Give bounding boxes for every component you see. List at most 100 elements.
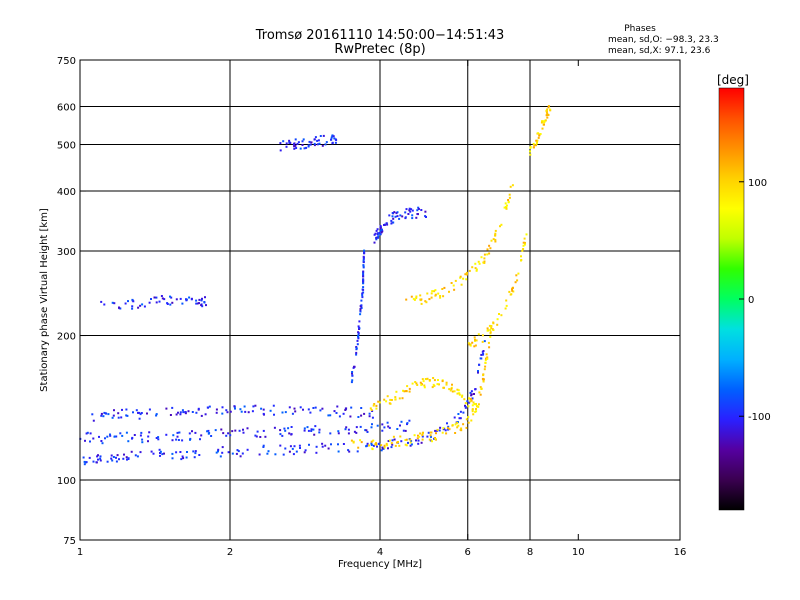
echo-point [288,432,291,435]
echo-point [360,414,363,417]
echo-point [200,414,203,417]
echo-point [368,444,370,447]
echo-point [290,433,293,436]
echo-point [514,281,517,284]
y-tick-label: 200 [57,332,76,343]
echo-point [453,416,456,419]
echo-point [414,381,417,383]
echo-point [189,437,192,440]
echo-point [372,404,375,407]
echo-point [375,404,378,407]
echo-point [357,446,360,449]
echo-point [437,292,440,295]
echo-point [448,428,451,431]
echo-point [355,346,358,348]
echo-point [279,444,282,447]
echo-point [301,144,304,146]
echo-point [484,361,487,364]
echo-point [374,443,377,446]
echo-point [362,286,365,289]
echo-point [309,411,312,414]
echo-point [362,288,365,291]
echo-point [194,452,197,455]
echo-point [511,286,514,289]
echo-point [181,439,184,442]
echo-point [134,454,137,457]
echo-point [199,438,201,441]
echo-point [469,344,472,347]
echo-point [299,147,302,150]
echo-point [547,106,550,109]
echo-point [86,431,89,434]
echo-point [535,144,537,147]
echo-point [171,439,174,442]
echo-point [139,451,142,454]
echo-point [433,290,436,293]
echo-point [368,415,371,418]
echo-point [136,455,139,458]
echo-point [381,429,384,432]
echo-point [272,404,275,407]
echo-point [483,257,486,260]
echo-point [416,437,419,440]
echo-point [100,412,103,415]
echo-point [380,449,383,452]
echo-point [420,298,423,301]
echo-point [356,343,359,346]
echo-point [456,388,459,391]
echo-point [399,424,401,427]
echo-point [439,295,442,297]
echo-point [424,210,427,213]
echo-point [389,398,392,401]
echo-point [420,302,423,305]
echo-point [448,290,450,293]
x-tick-label: 8 [527,547,533,558]
echo-point [375,236,378,239]
echo-point [330,136,333,139]
echo-point [474,339,476,342]
echo-point [190,298,193,301]
echo-point [459,276,462,279]
echo-point [408,209,411,212]
x-tick-label: 16 [674,547,687,558]
echo-point [176,435,179,438]
echo-point [471,397,474,400]
echo-point [210,435,213,437]
echo-point [188,432,191,435]
echo-point [436,383,439,386]
echo-point [360,304,363,307]
echo-point [380,231,383,234]
echo-point [104,412,107,415]
colorbar-tick-label: 0 [748,295,754,306]
echo-point [95,461,98,464]
echo-point [357,416,360,418]
echo-point [446,422,448,425]
echo-point [111,416,114,419]
echo-point [460,283,463,286]
echo-point [370,444,373,446]
echo-point [496,318,499,321]
echo-point [306,426,309,429]
echo-point [484,359,487,362]
echo-point [148,301,151,304]
echo-point [494,240,497,243]
echo-point [375,229,378,232]
echo-point [473,393,475,395]
echo-point [239,408,242,411]
echo-point [489,247,492,250]
echo-point [379,225,382,227]
echo-point [426,292,429,295]
echo-point [413,434,416,437]
echo-point [396,428,399,430]
echo-point [504,202,507,205]
echo-point [160,295,163,297]
echo-point [359,310,362,313]
echo-point [490,327,493,329]
echo-point [179,413,182,416]
echo-point [433,379,436,382]
echo-point [480,256,483,259]
echo-point [461,394,464,397]
echo-point [229,410,232,413]
echo-point [350,439,353,442]
echo-point [402,389,404,392]
